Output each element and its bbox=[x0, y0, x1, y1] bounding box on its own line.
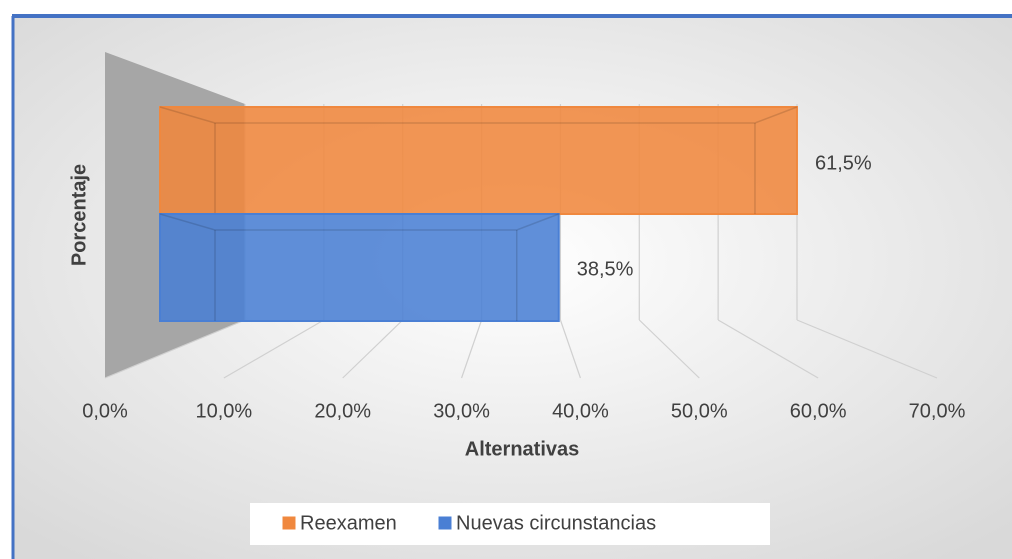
grid-line bbox=[638, 319, 700, 379]
legend-box bbox=[250, 503, 770, 545]
x-tick-label: 40,0% bbox=[552, 400, 609, 422]
bar bbox=[159, 213, 560, 322]
legend-swatch bbox=[437, 515, 453, 531]
grid-line bbox=[796, 319, 938, 379]
legend-label: Reexamen bbox=[300, 512, 397, 534]
x-tick-label: 20,0% bbox=[314, 400, 371, 422]
x-tick-label: 60,0% bbox=[790, 400, 847, 422]
data-label: 38,5% bbox=[577, 258, 634, 280]
y-axis-title: Porcentaje bbox=[68, 164, 90, 266]
grid-line bbox=[342, 319, 404, 379]
x-tick-label: 30,0% bbox=[433, 400, 490, 422]
legend-label: Nuevas circunstancias bbox=[456, 512, 656, 534]
grid-line bbox=[461, 319, 483, 379]
legend-swatch bbox=[281, 515, 297, 531]
x-tick-label: 50,0% bbox=[671, 400, 728, 422]
grid-line bbox=[717, 319, 819, 379]
grid-line bbox=[223, 319, 325, 379]
bar bbox=[159, 106, 798, 215]
data-label: 61,5% bbox=[815, 152, 872, 174]
bar-edge bbox=[159, 106, 798, 124]
x-tick-label: 0,0% bbox=[82, 400, 128, 422]
x-tick-label: 10,0% bbox=[195, 400, 252, 422]
x-axis-title: Alternativas bbox=[465, 438, 580, 460]
grid-line bbox=[559, 319, 581, 379]
x-tick-label: 70,0% bbox=[909, 400, 966, 422]
grid-line bbox=[104, 319, 246, 379]
bar-edge bbox=[159, 213, 560, 231]
